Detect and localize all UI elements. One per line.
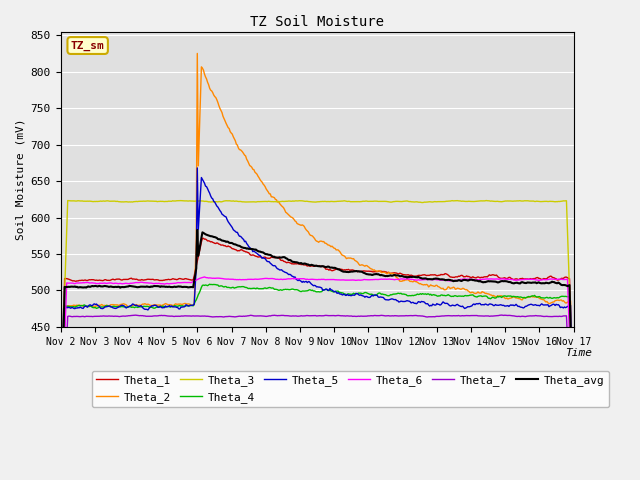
- Theta_6: [57, 452, 65, 457]
- Theta_avg: [305, 262, 312, 267]
- Theta_7: [57, 472, 65, 478]
- Theta_1: [570, 444, 577, 450]
- Line: Theta_4: Theta_4: [61, 284, 573, 462]
- Theta_7: [477, 313, 485, 319]
- Theta_avg: [570, 446, 577, 452]
- Theta_1: [478, 275, 486, 280]
- Theta_1: [363, 268, 371, 274]
- Theta_4: [335, 289, 343, 295]
- Theta_6: [201, 274, 209, 280]
- Line: Theta_5: Theta_5: [61, 168, 573, 457]
- Line: Theta_2: Theta_2: [61, 53, 573, 455]
- Theta_5: [570, 453, 577, 458]
- Theta_3: [175, 198, 182, 204]
- Theta_3: [363, 198, 371, 204]
- Theta_1: [335, 267, 343, 273]
- Theta_3: [57, 410, 65, 416]
- Theta_3: [335, 198, 343, 204]
- Line: Theta_avg: Theta_avg: [61, 230, 573, 450]
- Theta_3: [305, 199, 312, 204]
- Theta_4: [559, 293, 566, 299]
- Theta_2: [305, 229, 312, 235]
- Theta_avg: [301, 261, 309, 266]
- Theta_4: [305, 288, 312, 293]
- Theta_2: [193, 50, 201, 56]
- Theta_2: [335, 248, 343, 254]
- Theta_6: [559, 276, 566, 282]
- Theta_avg: [335, 266, 343, 272]
- Theta_6: [335, 277, 343, 283]
- Theta_3: [559, 198, 566, 204]
- Theta_7: [300, 313, 308, 319]
- Line: Theta_3: Theta_3: [61, 201, 573, 413]
- Theta_avg: [559, 282, 566, 288]
- Theta_4: [301, 288, 309, 294]
- Theta_5: [305, 279, 312, 285]
- Theta_avg: [478, 279, 486, 285]
- Theta_2: [57, 452, 65, 457]
- Theta_5: [478, 302, 486, 308]
- Theta_6: [305, 276, 312, 282]
- Theta_7: [334, 312, 342, 318]
- Theta_5: [559, 304, 566, 310]
- Theta_1: [305, 263, 312, 268]
- Theta_6: [478, 276, 486, 282]
- Theta_2: [363, 263, 371, 268]
- Theta_2: [478, 289, 486, 295]
- X-axis label: Time: Time: [565, 348, 592, 358]
- Theta_1: [559, 276, 566, 281]
- Theta_7: [362, 313, 370, 319]
- Theta_4: [363, 290, 371, 296]
- Theta_5: [193, 165, 201, 171]
- Theta_6: [363, 277, 371, 283]
- Line: Theta_7: Theta_7: [61, 315, 573, 475]
- Theta_7: [498, 312, 506, 318]
- Theta_5: [301, 279, 309, 285]
- Theta_1: [198, 235, 206, 241]
- Theta_4: [570, 454, 577, 460]
- Theta_2: [301, 226, 309, 231]
- Theta_7: [559, 313, 566, 319]
- Theta_3: [301, 199, 309, 204]
- Line: Theta_1: Theta_1: [61, 238, 573, 447]
- Theta_3: [478, 198, 486, 204]
- Theta_6: [570, 450, 577, 456]
- Line: Theta_6: Theta_6: [61, 277, 573, 455]
- Theta_5: [335, 291, 343, 297]
- Theta_avg: [363, 271, 371, 277]
- Theta_5: [363, 294, 371, 300]
- Theta_3: [570, 409, 577, 415]
- Theta_1: [57, 443, 65, 449]
- Text: TZ_sm: TZ_sm: [71, 40, 104, 50]
- Theta_6: [301, 276, 309, 282]
- Theta_avg: [57, 447, 65, 453]
- Title: TZ Soil Moisture: TZ Soil Moisture: [250, 15, 384, 29]
- Theta_1: [301, 262, 309, 268]
- Legend: Theta_1, Theta_2, Theta_3, Theta_4, Theta_5, Theta_6, Theta_7, Theta_avg: Theta_1, Theta_2, Theta_3, Theta_4, Thet…: [92, 371, 609, 408]
- Theta_7: [303, 312, 311, 318]
- Theta_avg: [193, 227, 201, 233]
- Theta_2: [570, 449, 577, 455]
- Theta_4: [57, 459, 65, 465]
- Theta_5: [57, 454, 65, 460]
- Theta_4: [478, 294, 486, 300]
- Y-axis label: Soil Moisture (mV): Soil Moisture (mV): [15, 119, 25, 240]
- Theta_4: [206, 281, 214, 287]
- Theta_7: [570, 471, 577, 477]
- Theta_2: [559, 298, 566, 304]
